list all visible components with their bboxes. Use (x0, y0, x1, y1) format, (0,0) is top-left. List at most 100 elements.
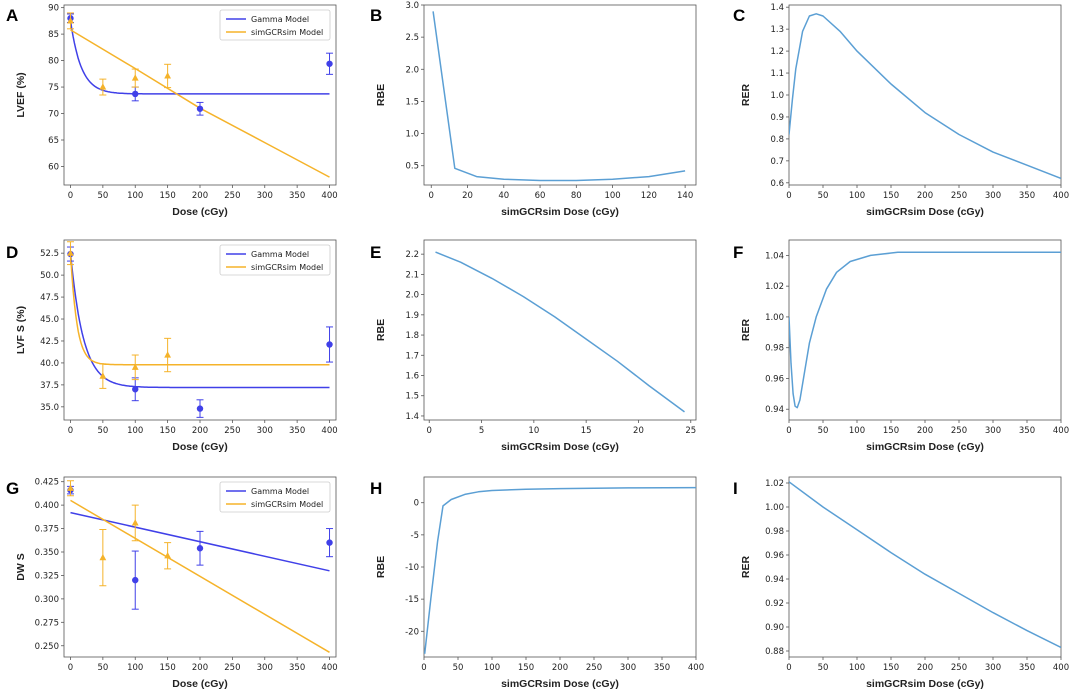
sim-data-point (164, 63, 172, 89)
x-tick-label: 300 (257, 663, 273, 673)
gamma-data-point (326, 52, 334, 75)
y-tick-label: 0.275 (35, 618, 59, 628)
series-line-rer (789, 481, 1061, 649)
y-tick-label: 1.0 (405, 130, 419, 140)
y-tick-label: 2.0 (405, 291, 419, 301)
y-tick-label: -5 (411, 531, 419, 541)
y-axis-label: LVF S (%) (15, 306, 27, 354)
x-tick-label: 400 (321, 663, 337, 673)
x-tick-label: 350 (289, 191, 305, 201)
legend-label: Gamma Model (251, 487, 309, 496)
x-tick-label: 300 (257, 426, 273, 436)
series-line-gamma-model (69, 253, 330, 389)
series-line-simgcrsim-model (70, 499, 330, 653)
y-tick-label: 0.88 (765, 647, 784, 657)
x-tick-label: 100 (127, 426, 143, 436)
y-tick-label: 1.1 (770, 69, 784, 79)
x-tick-label: 250 (224, 663, 240, 673)
series-line-simgcrsim-model (69, 253, 330, 366)
panel-letter: G (6, 479, 19, 498)
circle-marker (132, 386, 139, 393)
x-tick-label: 200 (552, 663, 568, 673)
series-line-rer (789, 251, 1061, 409)
x-tick-label: 400 (688, 663, 704, 673)
y-tick-label: -15 (405, 595, 419, 605)
series-line-rbe (424, 486, 696, 654)
gamma-data-point (131, 550, 139, 610)
plot-frame (423, 239, 697, 421)
x-tick-label: 0 (68, 426, 73, 436)
x-tick-label: 150 (518, 663, 534, 673)
legend: Gamma Model simGCRsim Model (219, 244, 331, 276)
x-tick-label: 300 (985, 191, 1001, 201)
triangle-marker (99, 372, 107, 379)
y-tick-label: 35.0 (40, 403, 59, 413)
x-tick-label: 0 (786, 191, 791, 201)
panel-letter: E (370, 243, 381, 262)
x-tick-label: 400 (1053, 426, 1069, 436)
triangle-marker (99, 83, 107, 90)
x-tick-label: 350 (1019, 663, 1035, 673)
y-tick-label: 1.3 (770, 25, 784, 35)
y-tick-label: 80 (48, 57, 59, 67)
sim-data-point (131, 354, 139, 381)
x-tick-label: 0 (68, 663, 73, 673)
x-tick-label: 50 (453, 663, 464, 673)
plot-area (435, 251, 685, 413)
plot-area (789, 481, 1061, 649)
y-tick-label: 0.94 (765, 575, 784, 585)
x-tick-label: 0 (421, 663, 426, 673)
plot-frame (788, 4, 1062, 186)
panel-e: E 0 5 10 15 20 25 1.4 1.5 1.6 1.7 1.8 1.9 2.0 2.1 2.2 si… (370, 239, 697, 453)
x-tick-label: 200 (917, 426, 933, 436)
y-tick-label: 0.96 (765, 551, 784, 561)
x-tick-label: 100 (849, 191, 865, 201)
x-tick-label: 120 (641, 191, 657, 201)
x-tick-label: 150 (883, 191, 899, 201)
x-tick-label: 400 (321, 426, 337, 436)
sim-data-point (131, 68, 139, 88)
x-axis-label: simGCRsim Dose (cGy) (501, 206, 619, 218)
x-tick-label: 200 (192, 663, 208, 673)
legend: Gamma Model simGCRsim Model (219, 9, 331, 41)
x-tick-label: 100 (604, 191, 620, 201)
sim-data-point (164, 542, 172, 570)
x-tick-label: 100 (127, 663, 143, 673)
panel-c: C 0 50 100 150 200 250 300 350 400 0.6 0.7 0.8 0.9 1.0… (733, 3, 1069, 218)
y-tick-label: 1.7 (405, 351, 419, 361)
gamma-data-point (196, 399, 204, 418)
panel-d: D 0 50 100 150 200 250 300 350 400 35.0 37.5 40.0 42.… (6, 239, 338, 453)
triangle-marker (164, 72, 172, 79)
x-tick-label: 150 (160, 426, 176, 436)
x-tick-label: 0 (427, 426, 432, 436)
x-tick-label: 150 (160, 663, 176, 673)
x-tick-label: 100 (484, 663, 500, 673)
x-tick-label: 100 (127, 191, 143, 201)
x-tick-label: 250 (586, 663, 602, 673)
x-tick-label: 50 (97, 663, 108, 673)
x-tick-label: 350 (289, 426, 305, 436)
panel-a: A 0 50 100 150 200 250 300 350 400 60 65 70 75 80 85 90 D… (6, 4, 338, 218)
x-tick-label: 0 (786, 663, 791, 673)
x-tick-label: 200 (917, 191, 933, 201)
triangle-marker (164, 551, 172, 559)
y-tick-label: 50.0 (40, 271, 59, 281)
x-tick-label: 0 (429, 191, 434, 201)
series-line-rbe (432, 11, 686, 182)
y-tick-label: 1.02 (765, 282, 784, 292)
y-tick-label: 60 (48, 162, 59, 172)
y-tick-label: 1.00 (765, 503, 784, 513)
y-tick-label: 1.4 (405, 412, 419, 422)
panel-b: B 0 20 40 60 80 100 120 140 0.5 1.0 1.5 2.0 2.5 3.0 sim… (370, 1, 697, 218)
gamma-data-point (196, 101, 204, 116)
plot-frame (788, 239, 1062, 421)
legend-label: simGCRsim Model (251, 263, 323, 272)
y-tick-label: 0.250 (35, 642, 59, 652)
x-tick-label: 200 (192, 426, 208, 436)
sim-data-point (99, 363, 107, 389)
panel-letter: F (733, 243, 743, 262)
y-axis-label: RER (740, 318, 752, 341)
y-tick-label: 52.5 (40, 249, 59, 259)
y-tick-label: 0.94 (765, 405, 784, 415)
y-axis-label: DW S (15, 553, 27, 580)
